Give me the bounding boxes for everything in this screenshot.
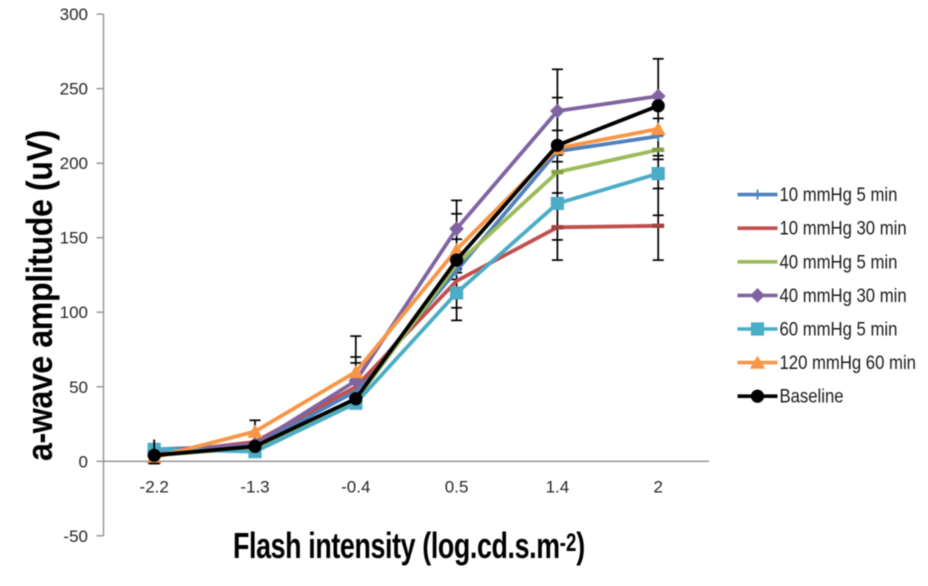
svg-text:60 mmHg 5 min: 60 mmHg 5 min: [780, 319, 898, 340]
svg-text:0: 0: [79, 452, 88, 471]
svg-text:10 mmHg 30 min: 10 mmHg 30 min: [780, 218, 907, 239]
svg-text:-1.3: -1.3: [240, 478, 269, 497]
svg-text:0.5: 0.5: [445, 478, 469, 497]
svg-text:250: 250: [60, 80, 88, 99]
svg-text:50: 50: [69, 378, 88, 397]
svg-text:40 mmHg 30 min: 40 mmHg 30 min: [780, 285, 907, 306]
svg-text:Baseline: Baseline: [780, 386, 844, 407]
svg-text:-50: -50: [63, 527, 88, 546]
svg-text:40 mmHg 5 min: 40 mmHg 5 min: [780, 251, 898, 272]
svg-text:120 mmHg 60 min: 120 mmHg 60 min: [780, 352, 916, 373]
svg-text:200: 200: [60, 154, 88, 173]
svg-text:2: 2: [653, 478, 662, 497]
svg-text:-0.4: -0.4: [341, 478, 370, 497]
svg-text:150: 150: [60, 229, 88, 248]
svg-text:-2.2: -2.2: [140, 478, 169, 497]
svg-text:300: 300: [60, 5, 88, 24]
svg-text:1.4: 1.4: [546, 478, 570, 497]
svg-text:10 mmHg 5 min: 10 mmHg 5 min: [780, 184, 898, 205]
svg-text:100: 100: [60, 303, 88, 322]
